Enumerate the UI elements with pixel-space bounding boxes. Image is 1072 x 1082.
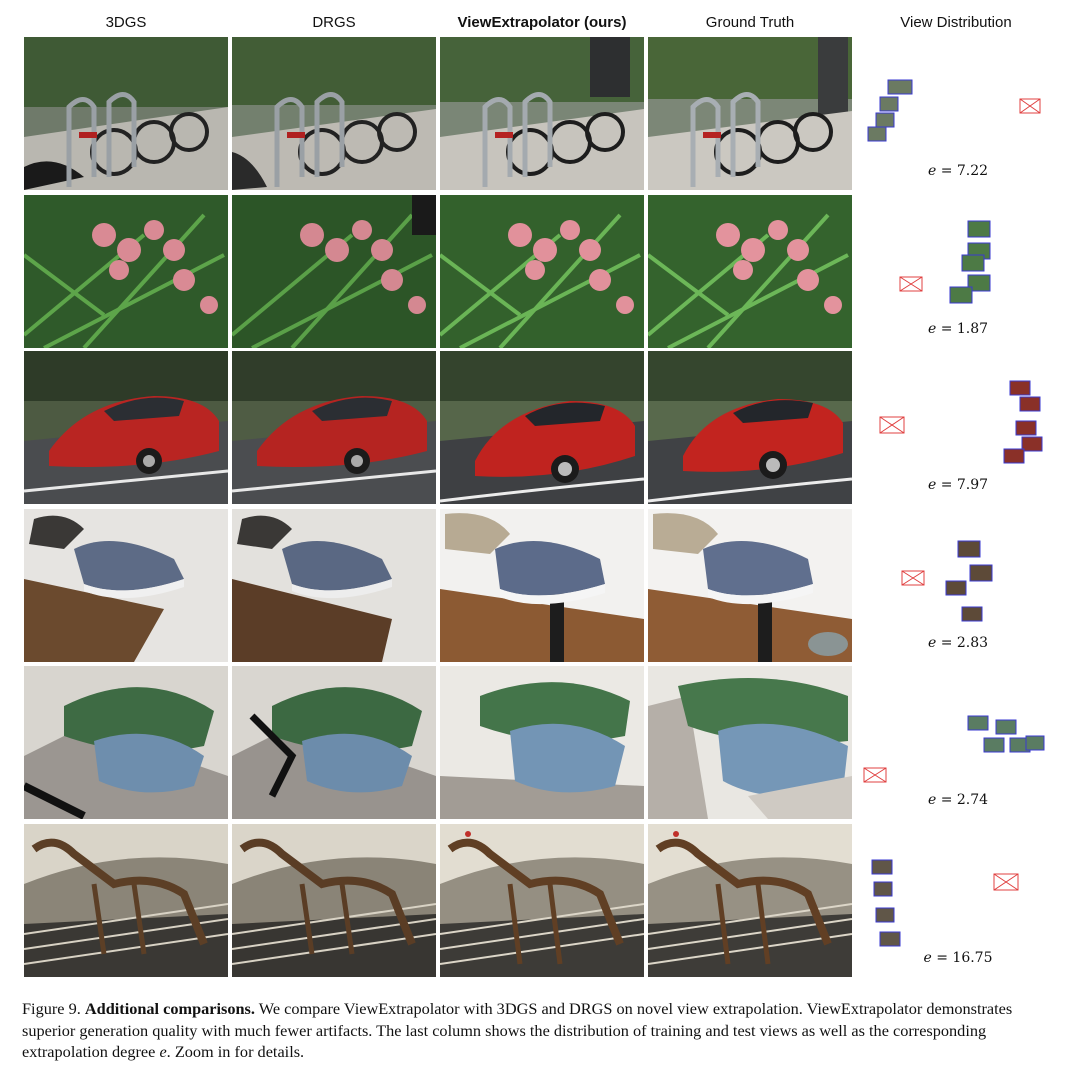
test-camera (1019, 98, 1041, 114)
view-distribution-agave: e = 2.74 (858, 666, 1058, 819)
image-ours-shoes (440, 509, 644, 662)
caption-prefix: Figure 9. (22, 999, 81, 1018)
image-gt-trex (648, 824, 852, 977)
image-ours-car (440, 351, 644, 504)
image-3dgs-trex (24, 824, 228, 977)
caption-bold: Additional comparisons. (84, 999, 255, 1018)
view-distribution-trex: e = 16.75 (858, 824, 1058, 977)
view-distribution-shoes: e = 2.83 (858, 509, 1058, 662)
image-ours-agave (440, 666, 644, 819)
header-ground-truth: Ground Truth (705, 14, 795, 31)
header-3dgs: 3DGS (105, 14, 147, 31)
caption-e-symbol: e (159, 1042, 167, 1061)
image-drgs-car (232, 351, 436, 504)
image-ours-bicycles (440, 37, 644, 190)
image-drgs-bicycles (232, 37, 436, 190)
header-viewextrapolator: ViewExtrapolator (ours) (457, 14, 627, 31)
view-distribution-bicycles: e = 7.22 (858, 37, 1058, 190)
image-3dgs-car (24, 351, 228, 504)
image-gt-agave (648, 666, 852, 819)
image-gt-orchids (648, 195, 852, 348)
view-distribution-orchids: e = 1.87 (858, 195, 1058, 348)
image-ours-trex (440, 824, 644, 977)
header-drgs: DRGS (312, 14, 356, 31)
header-view-distribution: View Distribution (900, 14, 1012, 31)
image-gt-bicycles (648, 37, 852, 190)
image-3dgs-agave (24, 666, 228, 819)
image-drgs-trex (232, 824, 436, 977)
train-cameras (867, 79, 913, 142)
image-drgs-orchids (232, 195, 436, 348)
image-3dgs-bicycles (24, 37, 228, 190)
extrapolation-degree: e = 7.22 (927, 163, 989, 179)
image-gt-shoes (648, 509, 852, 662)
caption-suffix: . Zoom in for details. (166, 1042, 305, 1061)
image-gt-car (648, 351, 852, 504)
image-3dgs-shoes (24, 509, 228, 662)
image-drgs-agave (232, 666, 436, 819)
caption-text: We compare ViewExtrapolator with 3DGS an… (22, 999, 1013, 1061)
image-ours-orchids (440, 195, 644, 348)
image-3dgs-orchids (24, 195, 228, 348)
image-drgs-shoes (232, 509, 436, 662)
figure-caption: Figure 9. Additional comparisons. We com… (22, 998, 1052, 1063)
view-distribution-car: e = 7.97 (858, 351, 1058, 504)
